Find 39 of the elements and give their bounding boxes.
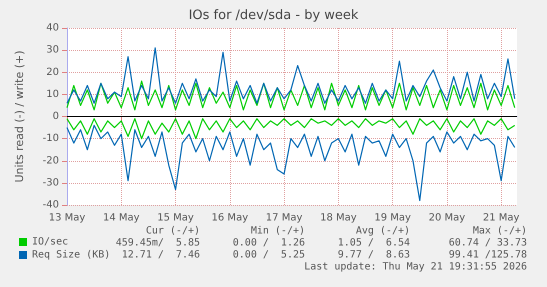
legend-label: Req Size (KB) (32, 250, 110, 260)
text: Min (-/+) (250, 226, 306, 236)
legend-label: IO/sec (32, 236, 68, 248)
y-tick-label: 30 (46, 44, 59, 56)
y-tick-label: -10 (42, 133, 59, 144)
text: 1.05 / 6.54 (338, 238, 410, 248)
line-series (66, 80, 516, 110)
text: 9.77 / 8.63 (338, 250, 410, 260)
text: Avg (-/+) (356, 226, 410, 236)
text: Last update: Thu May 21 19:31:55 2026 (304, 262, 528, 272)
y-tick-label: 20 (46, 66, 59, 78)
y-tick-label: -20 (42, 155, 59, 166)
x-tick-label: 20 May (428, 212, 466, 224)
text: 99.41 /125.78 (448, 250, 528, 260)
x-tick-label: 19 May (374, 212, 411, 224)
line-series (66, 124, 516, 202)
text: Max (-/+) (472, 226, 528, 236)
text: 459.45m/ 5.85 (116, 238, 200, 248)
x-tick-label: 15 May (157, 212, 194, 224)
y-tick-label: 10 (46, 88, 59, 100)
text: 0.00 / 1.26 (232, 238, 306, 248)
text: 12.71 / 7.46 (122, 250, 200, 260)
x-tick-label: 18 May (320, 212, 357, 224)
x-tick-label: 13 May (48, 212, 86, 224)
chart-title: IOs for /dev/sda - by week (188, 8, 359, 23)
line-series (66, 47, 516, 104)
y-axis-title: Units read (-) / write (+) (13, 50, 26, 183)
x-tick-label: 16 May (212, 212, 248, 224)
x-tick-label: 17 May (266, 212, 302, 224)
y-tick-label: 40 (46, 22, 59, 34)
y-tick-label: -30 (42, 177, 59, 188)
text: Cur (-/+) (146, 226, 200, 236)
x-tick-label: 21 May (482, 212, 520, 224)
x-tick-label: 14 May (102, 212, 140, 224)
y-tick-label: 0 (52, 111, 59, 122)
line-series (66, 118, 516, 140)
text: 60.74 / 33.73 (448, 238, 528, 248)
y-tick-label: -40 (42, 200, 59, 210)
text: 0.00 / 5.25 (232, 250, 306, 260)
